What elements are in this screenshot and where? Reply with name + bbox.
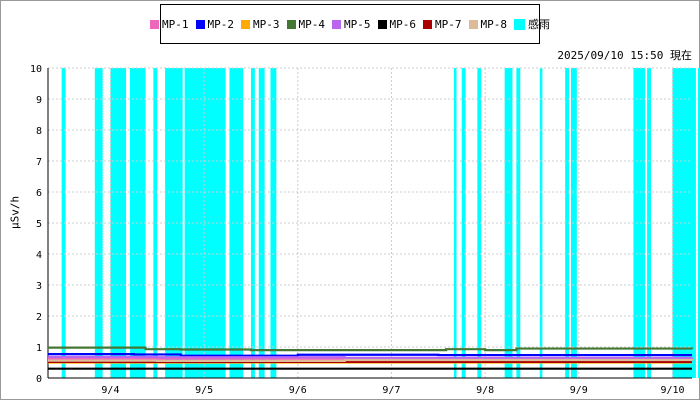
y-tick-label-1: 1 — [36, 343, 42, 354]
legend-label: MP-8 — [480, 17, 508, 31]
x-tick-label-3: 9/7 — [382, 385, 400, 396]
legend-item-mp-1: MP-1 — [150, 18, 189, 31]
timestamp-label: 2025/09/10 15:50 現在 — [557, 49, 692, 62]
legend-label: MP-7 — [435, 17, 462, 31]
chart-legend: MP-1 MP-2 MP-3 MP-4 MP-5 MP-6 MP-7 MP-8 感雨 — [150, 4, 550, 44]
rain-band-1 — [94, 68, 103, 378]
legend-swatch — [286, 19, 296, 29]
legend-swatch — [241, 19, 250, 29]
x-tick-label-1: 9/5 — [195, 385, 213, 396]
rain-band-0 — [61, 68, 66, 378]
y-tick-label-5: 5 — [36, 219, 42, 230]
legend-item-mp-7: MP-7 — [423, 18, 462, 31]
y-tick-label-4: 4 — [36, 250, 42, 261]
legend-swatch — [377, 19, 387, 29]
y-tick-label-10: 10 — [30, 64, 42, 75]
legend-item-mp-6: MP-6 — [377, 17, 417, 31]
rain-band-19 — [633, 68, 646, 378]
legend-item-mp-8: MP-8 — [468, 17, 508, 31]
legend-item-rain: 感雨 — [514, 16, 550, 32]
series-line-mp-2 — [48, 353, 692, 357]
legend-label: MP-1 — [162, 17, 189, 31]
legend-swatch — [332, 19, 341, 29]
legend-item-mp-3: MP-3 — [241, 18, 280, 31]
x-tick-label-5: 9/9 — [570, 385, 588, 396]
series-line-mp-5 — [48, 355, 694, 359]
legend-item-mp-2: MP-2 — [195, 17, 235, 31]
legend-item-mp-4: MP-4 — [286, 17, 326, 31]
rain-band-11 — [453, 68, 457, 378]
y-tick-label-0: 0 — [36, 374, 42, 385]
legend-label: MP-3 — [253, 17, 280, 31]
rain-band-4 — [153, 68, 158, 378]
legend-label: MP-4 — [298, 17, 326, 31]
y-tick-label-6: 6 — [36, 188, 42, 199]
legend-label: MP-6 — [389, 17, 417, 31]
legend-item-mp-5: MP-5 — [332, 18, 371, 31]
y-tick-label-7: 7 — [36, 157, 42, 168]
rain-band-17 — [565, 68, 570, 378]
legend-swatch — [423, 19, 432, 29]
y-tick-label-2: 2 — [36, 312, 42, 323]
legend-label: MP-2 — [207, 17, 235, 31]
series-line-mp-8 — [48, 358, 694, 363]
rain-band-22 — [697, 68, 700, 378]
series-line-mp-4 — [48, 346, 694, 352]
rain-band-12 — [461, 68, 466, 378]
legend-swatch — [514, 18, 525, 30]
rain-band-13 — [477, 68, 482, 378]
rain-band-2 — [110, 68, 127, 378]
x-tick-label-0: 9/4 — [101, 385, 119, 396]
y-tick-label-8: 8 — [36, 126, 42, 137]
legend-swatch — [195, 19, 205, 29]
rain-band-15 — [516, 68, 521, 378]
x-tick-label-6: 9/10 — [660, 385, 684, 396]
x-tick-label-2: 9/6 — [289, 385, 307, 396]
legend-swatch — [468, 19, 478, 29]
y-tick-label-9: 9 — [36, 95, 42, 106]
y-tick-label-3: 3 — [36, 281, 42, 292]
legend-label: MP-5 — [344, 17, 371, 31]
legend-swatch — [150, 19, 159, 29]
x-tick-label-4: 9/8 — [476, 385, 494, 396]
legend-label: 感雨 — [528, 18, 550, 31]
